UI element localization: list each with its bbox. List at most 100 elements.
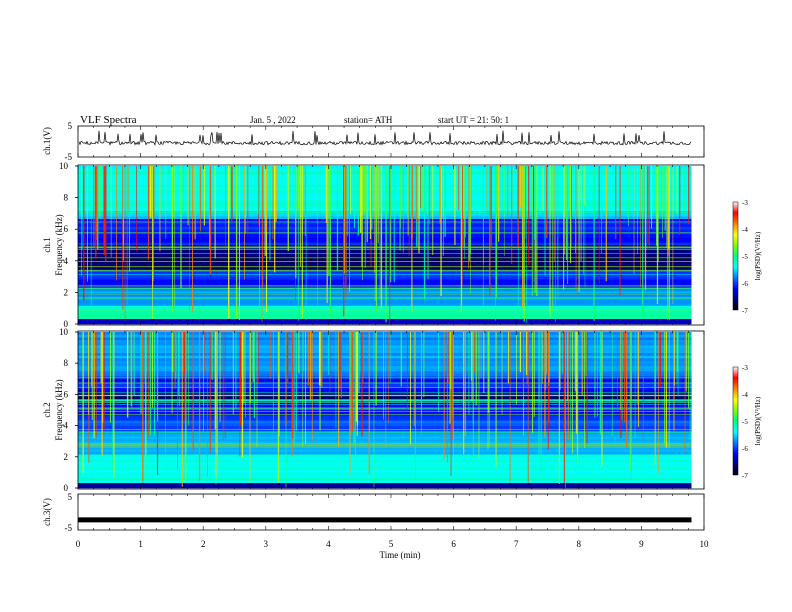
ch1-ytick-bottom: -5: [65, 152, 73, 162]
spectrogram-band: [78, 384, 692, 387]
spectrogram-band: [78, 234, 692, 238]
x-tick-label: 8: [577, 539, 582, 549]
x-tick-label: 6: [451, 539, 456, 549]
spectrogram-band: [78, 334, 692, 338]
spectrogram-band: [78, 297, 692, 301]
ch3-waveform-panel: 5 -5 ch.3(V): [42, 492, 705, 533]
spectrogram-band: [78, 404, 692, 408]
spectrogram-band: [78, 467, 692, 471]
start-time-label: start UT = 21: 50: 1: [438, 115, 509, 125]
spectrogram-band: [78, 176, 692, 180]
ch2-frequency-ytick-label: 2: [64, 452, 69, 462]
spectrogram-band: [78, 352, 692, 356]
spectrogram-band: [78, 223, 692, 227]
spectrogram-band: [78, 417, 692, 421]
spectrogram-band: [78, 281, 692, 285]
ch1-spectrogram-panel: 0 2 4 6 8 10 Frequency (kHz) ch.1: [42, 161, 705, 329]
spectrogram-band: [78, 438, 692, 442]
spectrogram-band: [78, 371, 692, 374]
ch1-spectrogram-image: [78, 166, 692, 325]
spectrogram-band: [78, 166, 692, 169]
ch2-frequency-ytick-label: 10: [59, 327, 69, 337]
spectrogram-band: [78, 273, 692, 277]
x-tick-label: 9: [639, 539, 644, 549]
spectrogram-band: [78, 200, 692, 204]
spectrogram-band: [78, 310, 692, 314]
spectrogram-band: [78, 360, 692, 364]
ch1-waveform-ylabel: ch.1(V): [42, 127, 52, 155]
colorbar-tick-label: -6: [742, 280, 748, 288]
x-tick-label: 1: [138, 539, 143, 549]
spectrogram-band: [78, 173, 692, 177]
spectrogram-band: [78, 318, 692, 322]
spectrogram-band: [78, 247, 692, 251]
x-tick-label: 2: [201, 539, 206, 549]
spectrogram-band: [78, 194, 692, 198]
spectrogram-band: [78, 171, 692, 175]
ch3-waveform-ylabel: ch.3(V): [42, 498, 52, 526]
spectrogram-band: [78, 475, 692, 478]
x-tick-label: 3: [264, 539, 269, 549]
spectrogram-band: [78, 459, 692, 463]
spectrogram-band: [78, 313, 692, 317]
spectrogram-band: [78, 271, 692, 275]
spectrogram-band: [78, 451, 692, 455]
ch1-waveform-trace: [78, 130, 692, 146]
ch2-frequency-ytick-label: 0: [64, 483, 69, 493]
spectrogram-band: [78, 221, 692, 225]
x-tick-label: 7: [514, 539, 519, 549]
ch3-ytick-bottom: -5: [65, 523, 73, 533]
spectrogram-band: [78, 402, 692, 406]
spectrogram-band: [78, 276, 692, 280]
spectrogram-band: [78, 252, 692, 256]
spectrogram-band: [78, 321, 692, 325]
spectrogram-band: [78, 391, 692, 395]
spectrogram-band: [78, 213, 692, 217]
spectrogram-band: [78, 266, 692, 269]
ch2-channel-label: ch.2: [42, 402, 52, 417]
spectrogram-band: [78, 469, 692, 473]
spectrogram-band: [78, 300, 692, 304]
x-tick-label: 4: [326, 539, 331, 549]
spectrogram-band: [78, 168, 692, 172]
time-x-axis: 0 1 2 3 4 5 6 7 8 9 10: [76, 126, 709, 549]
ch2-colorbar: -3 -4 -5 -6 -7 log(PSD)(V²/Hz): [732, 364, 762, 480]
ch1-frequency-ytick-label: 8: [64, 193, 69, 203]
date-label: Jan. 5 , 2022: [250, 115, 296, 125]
spectrogram-band: [78, 485, 692, 489]
spectrogram-band: [78, 436, 692, 439]
spectrogram-band: [78, 472, 692, 476]
spectrogram-band: [78, 433, 692, 437]
spectrogram-band: [78, 339, 692, 343]
colorbar-tick-label: -5: [742, 253, 748, 261]
spectrogram-band: [78, 279, 692, 283]
time-axis-label: Time (min): [380, 550, 421, 560]
spectrogram-band: [78, 378, 692, 382]
spectrogram-band: [78, 302, 692, 306]
spectrogram-band: [78, 386, 692, 390]
figure-title: VLF Spectra: [80, 114, 137, 126]
spectrogram-band: [78, 289, 692, 293]
spectrogram-band: [78, 263, 692, 267]
spectrogram-band: [78, 255, 692, 259]
spectrogram-band: [78, 332, 692, 335]
colorbar-tick-label: -3: [742, 199, 748, 207]
station-label: station= ATH: [344, 115, 393, 125]
ch2-spectrogram-image: [78, 332, 692, 489]
colorbar-scale: [732, 201, 739, 311]
ch2-frequency-ytick-label: 8: [64, 358, 69, 368]
spectrogram-band: [78, 260, 692, 264]
spectrogram-band: [78, 239, 692, 243]
spectrogram-band: [78, 245, 692, 248]
spectrogram-band: [78, 197, 692, 201]
spectrogram-band: [78, 250, 692, 254]
ch2-frequency-ytick-label: 6: [64, 389, 69, 399]
spectrogram-band: [78, 415, 692, 419]
ch3-waveform-frame: [77, 493, 705, 531]
ch1-frequency-ylabel: Frequency (kHz): [54, 214, 64, 275]
x-tick-label: 5: [389, 539, 394, 549]
colorbar-label: log(PSD)(V²/Hz): [754, 231, 762, 280]
spectrogram-band: [78, 420, 692, 424]
spectrogram-band: [78, 456, 692, 460]
spectrogram-band: [78, 295, 692, 298]
